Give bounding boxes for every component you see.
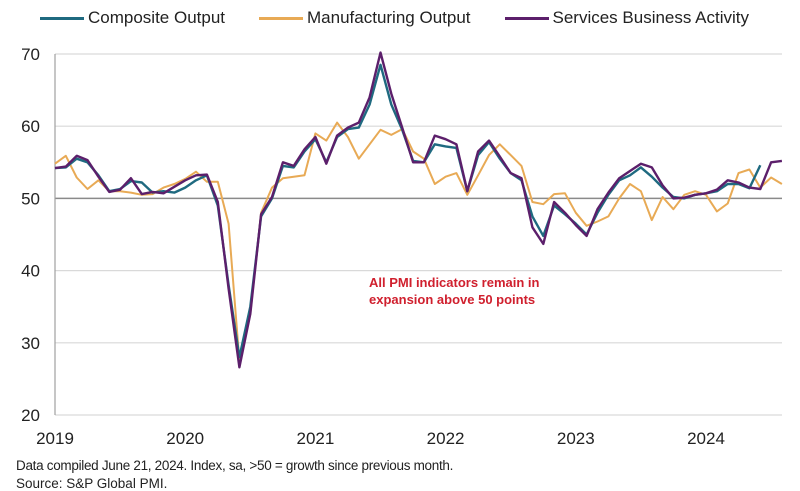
chart-footnote: Data compiled June 21, 2024. Index, sa, …	[16, 458, 454, 473]
legend-item-composite: Composite Output	[40, 8, 225, 28]
legend-label-composite: Composite Output	[88, 8, 226, 27]
y-axis-ticks: 20 30 40 50 60 70	[21, 45, 40, 425]
series-line-composite-output	[54, 63, 762, 359]
chart-legend: Composite Output Manufacturing Output Se…	[40, 8, 749, 28]
y-tick-label: 70	[21, 45, 40, 64]
x-tick-label: 2024	[687, 429, 725, 448]
y-tick-label: 50	[21, 189, 40, 208]
legend-item-services: Services Business Activity	[504, 8, 750, 28]
legend-swatch-manufacturing	[259, 16, 304, 20]
legend-swatch-services	[504, 16, 549, 20]
x-tick-label: 2019	[36, 429, 74, 448]
y-tick-label: 40	[21, 262, 40, 281]
annotation-line-2: expansion above 50 points	[369, 292, 536, 307]
legend-item-manufacturing: Manufacturing Output	[259, 8, 471, 28]
legend-swatch-composite	[40, 16, 84, 20]
series-line-services-business-activity	[54, 51, 783, 369]
annotation-line-1: All PMI indicators remain in	[369, 275, 540, 290]
y-tick-label: 20	[21, 406, 40, 425]
x-tick-label: 2020	[166, 429, 204, 448]
x-tick-label: 2023	[557, 429, 595, 448]
chart-annotation: All PMI indicators remain in expansion a…	[369, 274, 539, 308]
legend-label-manufacturing: Manufacturing Output	[307, 8, 471, 27]
y-tick-label: 30	[21, 334, 40, 353]
x-tick-label: 2022	[427, 429, 465, 448]
grid-lines	[54, 53, 782, 416]
x-tick-label: 2021	[296, 429, 334, 448]
y-tick-label: 60	[21, 117, 40, 136]
series-lines	[54, 51, 783, 369]
legend-label-services: Services Business Activity	[552, 8, 750, 27]
x-axis-ticks: 2019 2020 2021 2022 2023 2024	[36, 429, 725, 448]
chart-source: Source: S&P Global PMI.	[16, 476, 168, 491]
series-line-manufacturing-output	[54, 121, 783, 362]
